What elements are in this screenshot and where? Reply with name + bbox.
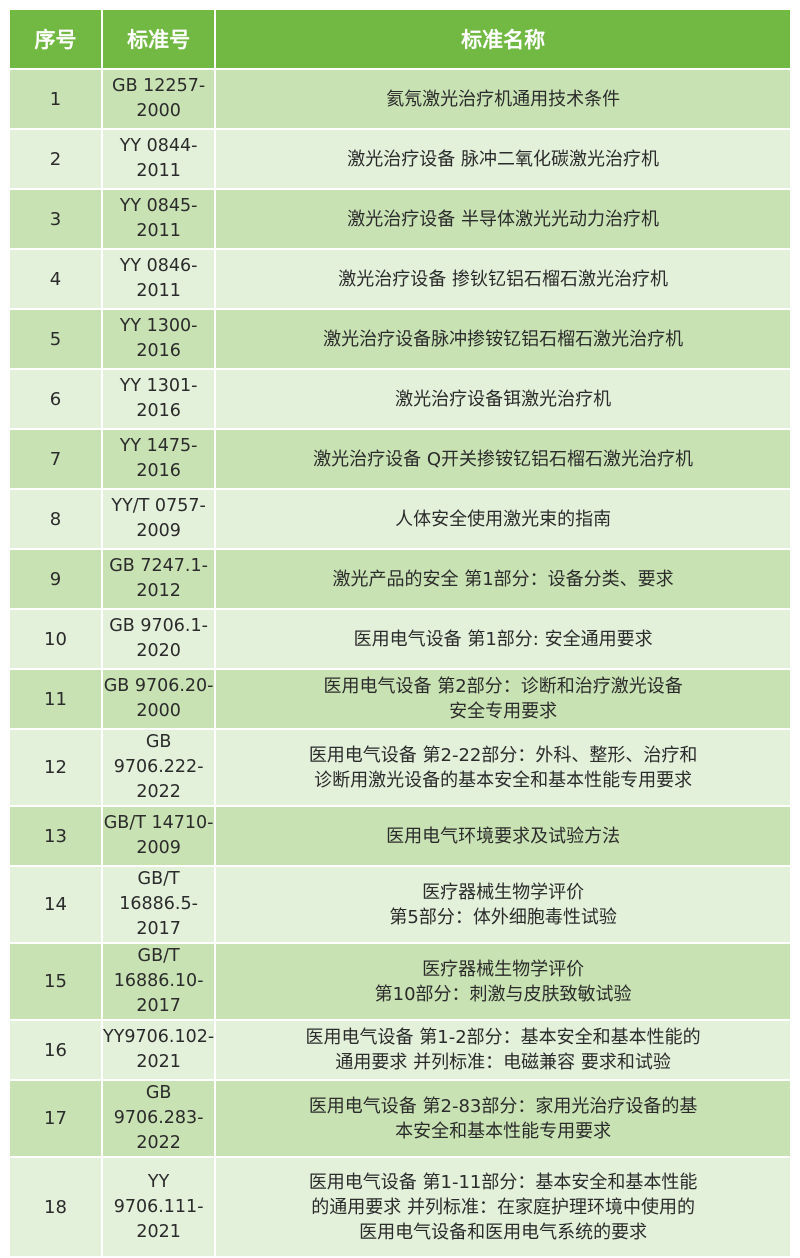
- cell-name: 医用电气设备 第1-11部分：基本安全和基本性能 的通用要求 并列标准：在家庭护…: [216, 1158, 790, 1258]
- cell-name: 激光治疗设备铒激光治疗机: [216, 370, 790, 430]
- cell-no: 3: [10, 190, 103, 250]
- cell-no: 10: [10, 610, 103, 670]
- cell-code: YY 0846-2011: [103, 250, 217, 310]
- cell-code: GB/T 16886.10-2017: [103, 944, 217, 1021]
- cell-no: 7: [10, 430, 103, 490]
- table-row: 10 GB 9706.1-2020 医用电气设备 第1部分: 安全通用要求: [10, 610, 790, 670]
- cell-name: 医疗器械生物学评价 第5部分：体外细胞毒性试验: [216, 867, 790, 944]
- cell-name: 医用电气设备 第2部分：诊断和治疗激光设备 安全专用要求: [216, 670, 790, 730]
- cell-name: 激光产品的安全 第1部分：设备分类、要求: [216, 550, 790, 610]
- header-name: 标准名称: [216, 10, 790, 70]
- cell-no: 4: [10, 250, 103, 310]
- cell-no: 1: [10, 70, 103, 130]
- cell-name: 激光治疗设备 半导体激光光动力治疗机: [216, 190, 790, 250]
- table-row: 8 YY/T 0757-2009 人体安全使用激光束的指南: [10, 490, 790, 550]
- cell-code: GB 9706.283-2022: [103, 1081, 217, 1158]
- cell-code: GB 12257-2000: [103, 70, 217, 130]
- table-row: 2 YY 0844-2011 激光治疗设备 脉冲二氧化碳激光治疗机: [10, 130, 790, 190]
- cell-name: 医用电气设备 第1部分: 安全通用要求: [216, 610, 790, 670]
- table-row: 4 YY 0846-2011 激光治疗设备 掺钬钇铝石榴石激光治疗机: [10, 250, 790, 310]
- header-code: 标准号: [103, 10, 217, 70]
- table-row: 16 YY9706.102-2021 医用电气设备 第1-2部分：基本安全和基本性能…: [10, 1021, 790, 1081]
- cell-no: 18: [10, 1158, 103, 1258]
- cell-name: 人体安全使用激光束的指南: [216, 490, 790, 550]
- table-row: 6 YY 1301-2016 激光治疗设备铒激光治疗机: [10, 370, 790, 430]
- cell-code: YY 9706.111-2021: [103, 1158, 217, 1258]
- header-no: 序号: [10, 10, 103, 70]
- cell-name: 医用电气设备 第2-83部分：家用光治疗设备的基 本安全和基本性能专用要求: [216, 1081, 790, 1158]
- table-row: 1 GB 12257-2000 氦氖激光治疗机通用技术条件: [10, 70, 790, 130]
- table-row: 7 YY 1475-2016 激光治疗设备 Q开关掺铵钇铝石榴石激光治疗机: [10, 430, 790, 490]
- table-row: 18 YY 9706.111-2021 医用电气设备 第1-11部分：基本安全和基本…: [10, 1158, 790, 1258]
- table-row: 5 YY 1300-2016 激光治疗设备脉冲掺铵钇铝石榴石激光治疗机: [10, 310, 790, 370]
- cell-code: GB 9706.1-2020: [103, 610, 217, 670]
- cell-code: YY 1475-2016: [103, 430, 217, 490]
- cell-code: YY 1300-2016: [103, 310, 217, 370]
- cell-no: 17: [10, 1081, 103, 1158]
- cell-no: 12: [10, 730, 103, 807]
- table-row: 15 GB/T 16886.10-2017 医疗器械生物学评价 第10部分：刺激与皮…: [10, 944, 790, 1021]
- cell-no: 6: [10, 370, 103, 430]
- cell-no: 11: [10, 670, 103, 730]
- cell-name: 激光治疗设备 掺钬钇铝石榴石激光治疗机: [216, 250, 790, 310]
- cell-name: 激光治疗设备 Q开关掺铵钇铝石榴石激光治疗机: [216, 430, 790, 490]
- cell-name: 医用电气环境要求及试验方法: [216, 807, 790, 867]
- cell-no: 9: [10, 550, 103, 610]
- cell-no: 5: [10, 310, 103, 370]
- cell-code: GB/T 14710-2009: [103, 807, 217, 867]
- cell-no: 14: [10, 867, 103, 944]
- cell-no: 15: [10, 944, 103, 1021]
- table-row: 14 GB/T 16886.5-2017 医疗器械生物学评价 第5部分：体外细胞毒性…: [10, 867, 790, 944]
- cell-name: 氦氖激光治疗机通用技术条件: [216, 70, 790, 130]
- cell-code: YY9706.102-2021: [103, 1021, 217, 1081]
- cell-no: 2: [10, 130, 103, 190]
- cell-no: 13: [10, 807, 103, 867]
- cell-code: GB 9706.222-2022: [103, 730, 217, 807]
- table-row: 9 GB 7247.1-2012 激光产品的安全 第1部分：设备分类、要求: [10, 550, 790, 610]
- cell-name: 激光治疗设备 脉冲二氧化碳激光治疗机: [216, 130, 790, 190]
- table-row: 11 GB 9706.20-2000 医用电气设备 第2部分：诊断和治疗激光设备 安…: [10, 670, 790, 730]
- table-header-row: 序号 标准号 标准名称: [10, 10, 790, 70]
- cell-name: 医用电气设备 第2-22部分：外科、整形、治疗和 诊断用激光设备的基本安全和基本…: [216, 730, 790, 807]
- cell-code: YY 0844-2011: [103, 130, 217, 190]
- table-row: 3 YY 0845-2011 激光治疗设备 半导体激光光动力治疗机: [10, 190, 790, 250]
- table-row: 17 GB 9706.283-2022 医用电气设备 第2-83部分：家用光治疗设备…: [10, 1081, 790, 1158]
- standards-table: 序号 标准号 标准名称 1 GB 12257-2000 氦氖激光治疗机通用技术条件 2…: [10, 10, 790, 1258]
- cell-code: GB/T 16886.5-2017: [103, 867, 217, 944]
- table-row: 12 GB 9706.222-2022 医用电气设备 第2-22部分：外科、整形、治…: [10, 730, 790, 807]
- cell-name: 激光治疗设备脉冲掺铵钇铝石榴石激光治疗机: [216, 310, 790, 370]
- cell-no: 16: [10, 1021, 103, 1081]
- cell-no: 8: [10, 490, 103, 550]
- cell-code: YY/T 0757-2009: [103, 490, 217, 550]
- cell-name: 医用电气设备 第1-2部分：基本安全和基本性能的 通用要求 并列标准：电磁兼容 …: [216, 1021, 790, 1081]
- table-row: 13 GB/T 14710-2009 医用电气环境要求及试验方法: [10, 807, 790, 867]
- cell-code: GB 9706.20-2000: [103, 670, 217, 730]
- cell-code: YY 0845-2011: [103, 190, 217, 250]
- cell-name: 医疗器械生物学评价 第10部分：刺激与皮肤致敏试验: [216, 944, 790, 1021]
- cell-code: YY 1301-2016: [103, 370, 217, 430]
- cell-code: GB 7247.1-2012: [103, 550, 217, 610]
